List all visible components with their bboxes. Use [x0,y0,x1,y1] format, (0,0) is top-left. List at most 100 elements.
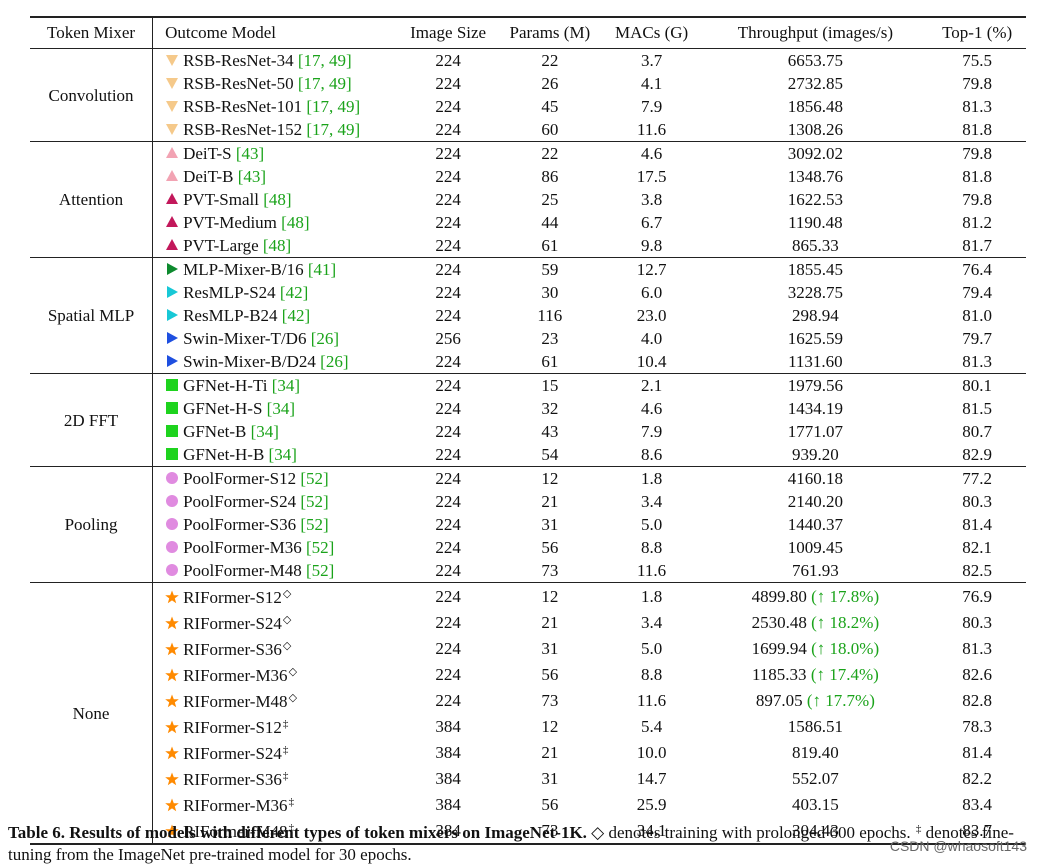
throughput-value: 2732.85 [787,74,843,93]
model-name: RIFormer-S12 [183,588,282,607]
macs-cell: 1.8 [640,586,663,606]
model-superscript: ◇ [282,588,292,600]
params-cell: 56 [541,664,559,684]
citation-link[interactable]: [42] [279,283,309,302]
model-name: DeiT-S [183,144,232,163]
model-superscript: ‡ [282,770,289,782]
image-size-cell: 224 [435,586,461,606]
throughput-cell: 2140.20 [702,490,928,513]
model-name: RIFormer-S24 [183,744,282,763]
citation-link[interactable]: [52] [306,538,335,557]
citation-link[interactable]: [43] [237,167,267,186]
image-size-cell: 224 [435,74,461,93]
image-size-cell: 224 [435,690,461,710]
macs-cell: 5.0 [640,638,663,658]
citation-link[interactable]: [52] [300,515,329,534]
macs-cell: 23.0 [636,306,667,325]
citation-link[interactable]: [17, 49] [297,51,352,70]
citation-link[interactable]: [17, 49] [297,74,352,93]
citation-link[interactable]: [17, 49] [306,97,361,116]
citation-link[interactable]: [34] [268,445,297,464]
throughput-gain: (↑ 17.8%) [811,586,880,606]
macs-cell: 8.8 [640,664,663,684]
model-cell: RSB-ResNet-152 [17, 49] [153,118,398,142]
table-row: GFNet-B [34] 224 43 7.9 1771.07 80.7 [30,420,1026,443]
citation-link[interactable]: [52] [300,469,329,488]
top1-cell: 83.7 [962,820,993,840]
throughput-value: 2530.48 [751,612,807,632]
macs-cell: 3.7 [640,51,663,70]
circle-icon [166,472,179,484]
model-name: PoolFormer-S36 [183,515,297,534]
model-name: ResMLP-B24 [183,306,278,325]
citation-link[interactable]: [34] [250,422,279,441]
image-size-cell: 224 [435,612,461,632]
citation-link[interactable]: [34] [271,376,301,395]
throughput-value: 552.07 [792,768,839,788]
table-caption: Table 6. Results of models with differen… [8,818,1038,866]
top1-cell: 82.2 [962,768,993,788]
model-cell: RIFormer-S36‡ [153,765,398,791]
macs-cell: 11.6 [637,690,667,710]
throughput-value: 1771.07 [787,422,843,441]
top1-cell: 77.2 [962,469,993,488]
throughput-value: 4160.18 [787,469,843,488]
citation-link[interactable]: [52] [300,492,329,511]
throughput-value: 1434.19 [787,399,843,418]
params-cell: 116 [537,306,563,325]
throughput-value: 298.94 [792,306,839,325]
throughput-value: 1185.33 [751,664,807,684]
header-top1: Top-1 (%) [928,17,1026,49]
throughput-cell: 2530.48 (↑ 18.2%) [702,609,928,635]
model-cell: Swin-Mixer-B/D24 [26] [153,350,398,374]
params-cell: 86 [541,167,559,186]
citation-link[interactable]: [52] [306,561,335,580]
citation-link[interactable]: [26] [320,352,349,371]
params-cell: 25 [541,190,559,209]
citation-link[interactable]: [48] [262,236,292,255]
throughput-cell: 304.43 [702,817,928,844]
image-size-cell: 224 [435,260,461,279]
citation-link[interactable]: [17, 49] [306,120,361,139]
citation-link[interactable]: [48] [281,213,310,232]
throughput-cell: 1131.60 [702,350,928,374]
model-cell: GFNet-H-B [34] [153,443,398,467]
citation-link[interactable]: [34] [266,399,295,418]
image-size-cell: 224 [435,638,461,658]
model-name: PoolFormer-M48 [183,561,302,580]
model-cell: PVT-Large [48] [153,234,398,258]
throughput-value: 403.15 [792,794,839,814]
table-row: RIFormer-S36◇ 224 31 5.0 1699.94 (↑ 18.0%) 81… [30,635,1026,661]
citation-link[interactable]: [43] [235,144,265,163]
params-cell: 54 [541,445,559,464]
triangle-down-icon [166,101,179,112]
throughput-value: 2140.20 [787,492,843,511]
macs-cell: 17.5 [636,167,667,186]
throughput-value: 897.05 [755,690,803,710]
model-name: GFNet-H-Ti [183,376,268,395]
triangle-right-icon [167,263,179,275]
citation-link[interactable]: [26] [310,329,340,348]
macs-cell: 4.0 [640,329,663,348]
citation-link[interactable]: [42] [281,306,311,325]
model-cell: GFNet-H-S [34] [153,397,398,420]
citation-link[interactable]: [41] [307,260,337,279]
throughput-value: 304.43 [792,820,839,840]
model-cell: RIFormer-M36◇ [153,661,398,687]
star-icon [165,746,179,760]
image-size-cell: 224 [435,283,461,302]
image-size-cell: 256 [435,329,461,348]
citation-link[interactable]: [48] [263,190,292,209]
throughput-value: 1586.51 [787,716,843,736]
table-row: PVT-Large [48] 224 61 9.8 865.33 81.7 [30,234,1026,258]
circle-icon [166,541,179,553]
image-size-cell: 224 [435,306,461,325]
star-icon [165,642,179,656]
throughput-gain: (↑ 17.4%) [810,664,879,684]
triangle-right-icon [167,286,179,298]
model-superscript: ◇ [282,614,292,626]
table-row: Swin-Mixer-B/D24 [26] 224 61 10.4 1131.60 81.… [30,350,1026,374]
throughput-cell: 1009.45 [702,536,928,559]
params-cell: 21 [541,742,559,762]
macs-cell: 10.4 [636,352,667,371]
